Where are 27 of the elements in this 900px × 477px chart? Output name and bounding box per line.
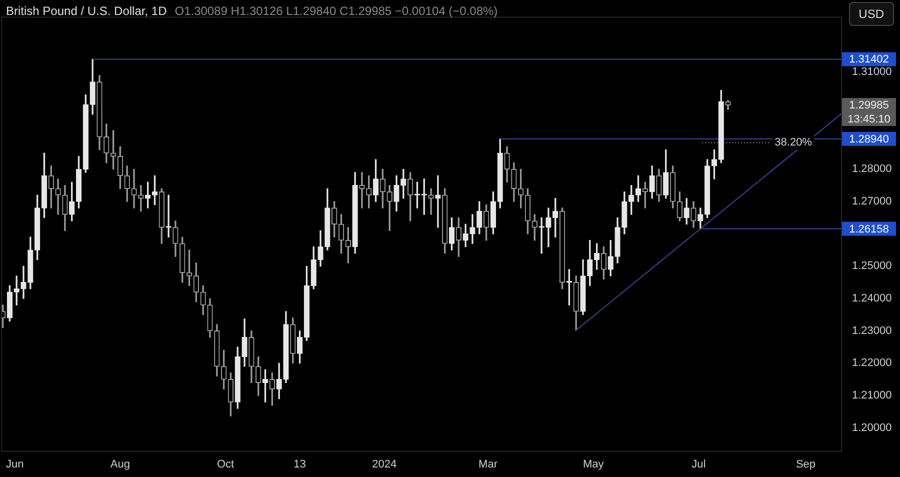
x-tick-label: Sep [796, 458, 816, 470]
data-label: 1.31402 [849, 54, 889, 66]
y-tick-label: 1.24000 [852, 292, 892, 305]
y-tick-label: 1.22000 [852, 357, 892, 370]
y-tick-label: 1.23000 [852, 324, 892, 337]
chart-title: British Pound / U.S. Dollar, 1D [6, 4, 167, 18]
y-tick-label: 1.25000 [852, 260, 892, 272]
y-tick-label: 1.27000 [852, 196, 892, 208]
x-tick-label: Jul [692, 458, 706, 470]
annotation: 38.20% [774, 136, 812, 149]
x-tick-label: Jun [6, 458, 24, 470]
data-label: 1.28940 [849, 133, 889, 146]
text: 1.29985 [849, 100, 889, 112]
x-tick-label: May [582, 458, 604, 470]
y-axis-title: USD [848, 2, 894, 26]
x-tick-label: Mar [478, 458, 498, 470]
y-tick-label: 1.31000 [852, 66, 892, 78]
chart-subtitle: O1.30089 H1.30126 L1.29840 C1.29985 −0.00104 (−0.08%) [174, 4, 498, 18]
y-tick-label: 1.20000 [852, 422, 892, 434]
x-tick-label: 2024 [372, 458, 397, 470]
y-tick-label: 1.21000 [852, 390, 892, 402]
data-label: 1.26158 [849, 223, 889, 236]
x-tick-label: Aug [110, 458, 130, 470]
x-tick-label: 13 [294, 458, 306, 470]
x-tick-label: Oct [216, 458, 234, 470]
y-tick-label: 1.28000 [852, 163, 892, 176]
text: 13:45:10 [848, 114, 890, 126]
